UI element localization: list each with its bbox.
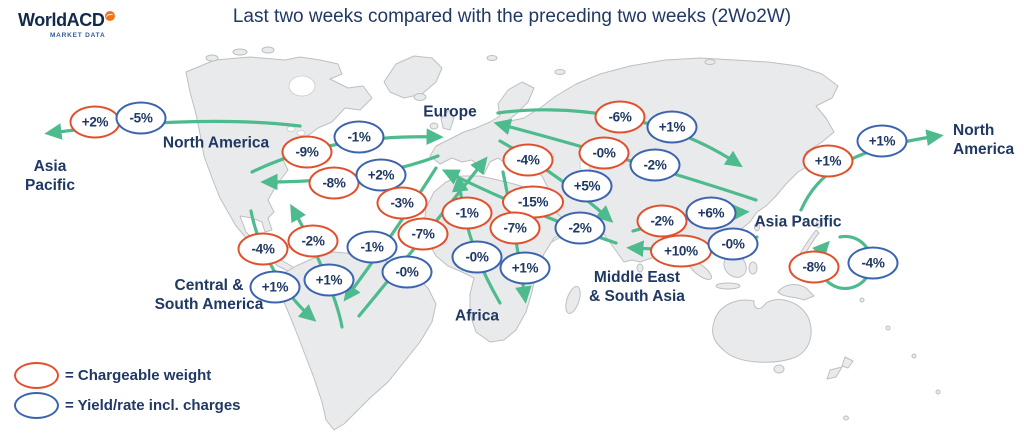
island-sri-lanka xyxy=(636,263,644,273)
continent-greenland xyxy=(383,55,443,99)
weight-badge-apac-to-na-east: +1% xyxy=(802,144,854,178)
logo-tagline: MARKET DATA xyxy=(49,32,106,39)
region-label-line: Asia xyxy=(33,158,67,175)
legend-weight-oval-icon xyxy=(14,362,59,389)
region-label-line: Central & xyxy=(174,277,244,294)
weight-badge-europe-to-na: -8% xyxy=(308,166,360,200)
island-speck xyxy=(205,54,219,62)
weight-badge-mesa-to-apac: -2% xyxy=(636,204,688,238)
region-label-north-america-west: North America xyxy=(163,134,269,153)
yield-badge-na-to-europe: -1% xyxy=(333,120,385,154)
island-speck xyxy=(843,415,849,421)
logo-swoosh-icon xyxy=(105,11,116,21)
weight-badge-europe-to-apac: -6% xyxy=(594,100,646,134)
continent-australia xyxy=(712,299,812,363)
region-label-africa: Africa xyxy=(455,307,499,326)
page-title: Last two weeks compared with the precedi… xyxy=(232,6,792,27)
yield-badge-apac-to-mesa: -0% xyxy=(707,227,759,261)
island-speck xyxy=(261,46,275,54)
yield-badge-europe-to-africa: +1% xyxy=(499,251,551,285)
weight-badge-europe-to-csa: -3% xyxy=(376,186,428,220)
yield-badge-apac-to-na-east: +1% xyxy=(856,124,908,158)
region-label-line: Asia Pacific xyxy=(754,213,842,231)
weight-badge-na-to-csa: -4% xyxy=(237,232,289,266)
island-new-guinea xyxy=(777,284,815,301)
yield-badge-apac-to-europe: -2% xyxy=(629,148,681,182)
island-speck xyxy=(486,55,498,61)
legend-yield-rate: = Yield/rate incl. charges xyxy=(14,392,241,419)
weight-badge-na-to-apac-west: +2% xyxy=(69,105,121,139)
island-speck xyxy=(554,69,566,75)
island-new-zealand xyxy=(826,356,854,380)
arrow-na-to-csa xyxy=(249,209,317,322)
weight-badge-apac-to-europe: -0% xyxy=(578,136,630,170)
worldacd-logo: WorldACD MARKET DATA xyxy=(18,10,116,40)
region-label-line: Pacific xyxy=(25,177,75,194)
legend-chargeable-weight: = Chargeable weight xyxy=(14,362,211,389)
yield-badge-mesa-to-europe: -2% xyxy=(554,211,606,245)
island-speck xyxy=(935,389,941,395)
yield-badge-europe-to-mesa: +5% xyxy=(561,169,613,203)
region-label-middle-east-south-asia: Middle East & South Asia xyxy=(589,268,685,306)
region-label-line: Africa xyxy=(455,307,499,325)
sea-great-lakes xyxy=(286,126,296,132)
island-madagascar xyxy=(565,286,581,314)
yield-badge-europe-to-na: +2% xyxy=(355,158,407,192)
weight-badge-africa-to-europe: -1% xyxy=(441,196,493,230)
legend-yield-oval-icon xyxy=(14,392,59,419)
island-sulawesi xyxy=(748,261,758,275)
region-label-line: America xyxy=(953,141,1015,158)
region-label-europe: Europe xyxy=(423,103,476,122)
island-hokkaido xyxy=(815,220,823,228)
continent-north-america xyxy=(185,56,373,273)
weight-badge-csa-to-europe: -7% xyxy=(397,217,449,251)
logo-wordmark: WorldACD xyxy=(18,10,105,30)
region-label-line: North America xyxy=(162,134,270,152)
yield-badge-intra-apac: -4% xyxy=(847,246,899,280)
island-speck xyxy=(859,297,865,303)
region-label-line: Europe xyxy=(423,103,477,121)
island-java xyxy=(715,282,741,290)
island-speck xyxy=(704,59,716,65)
yield-badge-africa-to-europe: -0% xyxy=(451,240,503,274)
region-label-asia-pacific-east: Asia Pacific xyxy=(754,213,841,232)
weight-badge-europe-to-africa: -7% xyxy=(489,211,541,245)
yield-badge-europe-to-apac: +1% xyxy=(646,110,698,144)
weight-badge-na-to-europe: -9% xyxy=(281,135,333,169)
region-label-line: South America xyxy=(154,296,264,313)
island-tasmania xyxy=(773,364,785,374)
region-label-central-south-america: Central & South America xyxy=(155,276,264,314)
weight-badge-apac-to-mesa: +10% xyxy=(650,234,712,268)
island-iceland xyxy=(413,93,427,101)
region-label-line: & South Asia xyxy=(589,288,685,305)
legend-yield-label: = Yield/rate incl. charges xyxy=(65,397,241,414)
arrow-europe-to-csa xyxy=(343,166,438,302)
weight-badge-europe-to-mesa: -4% xyxy=(502,143,554,177)
island-speck xyxy=(232,48,248,56)
weight-badge-intra-apac: -8% xyxy=(788,250,840,284)
region-label-north-america-east: North America xyxy=(953,121,1014,159)
island-speck xyxy=(885,325,891,331)
yield-badge-csa-to-na: +1% xyxy=(303,263,355,297)
yield-badge-na-to-apac-west: -5% xyxy=(115,101,167,135)
region-label-asia-pacific-west: Asia Pacific xyxy=(25,157,75,195)
yield-badge-europe-to-csa: -1% xyxy=(346,230,398,264)
yield-badge-mesa-to-apac: +6% xyxy=(685,196,737,230)
island-ireland xyxy=(429,122,439,130)
yield-badge-na-to-csa: +1% xyxy=(249,270,301,304)
island-speck xyxy=(911,353,917,359)
island-taiwan xyxy=(754,222,760,232)
yield-badge-csa-to-europe: -0% xyxy=(381,255,433,289)
region-label-line: Middle East xyxy=(593,269,681,286)
weight-badge-csa-to-na: -2% xyxy=(287,224,339,258)
sea-hudson-bay xyxy=(288,75,316,97)
legend-weight-label: = Chargeable weight xyxy=(65,367,212,384)
region-label-line: North xyxy=(953,122,995,139)
island-uk xyxy=(440,109,455,131)
